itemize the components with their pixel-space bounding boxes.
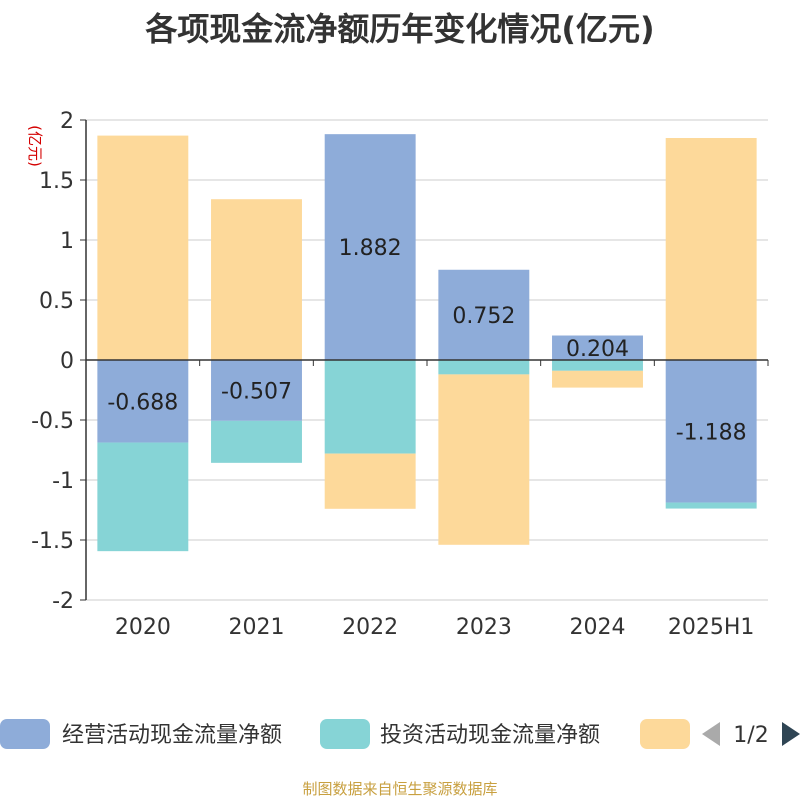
bar-series3-2024 — [552, 370, 643, 388]
y-tick-label: 2 — [60, 109, 74, 134]
x-tick-label: 2021 — [229, 615, 285, 640]
x-tick-label: 2024 — [570, 615, 626, 640]
bar-series2-2024 — [552, 360, 643, 371]
grid-lines — [86, 119, 768, 601]
legend-prev-icon[interactable] — [702, 722, 720, 746]
y-tick-label: 1.5 — [39, 169, 74, 194]
bar-series3-2023 — [438, 374, 530, 545]
data-label: 0.204 — [566, 337, 629, 362]
x-tick-label: 2023 — [456, 615, 512, 640]
data-label: -0.688 — [107, 390, 178, 415]
y-tick-label: -1 — [52, 469, 74, 494]
bar-series1-2020 — [97, 360, 189, 443]
x-tick-label: 2025H1 — [668, 615, 755, 640]
chart-title: 各项现金流净额历年变化情况(亿元) — [145, 10, 655, 48]
y-tick-label: 1 — [60, 229, 74, 254]
data-label: -0.507 — [221, 379, 292, 404]
x-tick-label: 2022 — [342, 615, 398, 640]
bar-series3-2020 — [97, 135, 189, 360]
data-label: 0.752 — [452, 304, 515, 329]
bar-series1-2022 — [324, 134, 416, 360]
y-axis-unit-label: (亿元) — [26, 125, 44, 167]
bar-series1-2024 — [552, 335, 643, 360]
bar-series2-2023 — [438, 360, 530, 375]
bar-series1-2025H1 — [665, 360, 757, 503]
bar-series1-2021 — [211, 360, 302, 421]
legend-swatch — [640, 719, 690, 749]
bar-series — [97, 134, 757, 552]
legend-swatch — [320, 719, 370, 749]
bar-series3-2021 — [211, 199, 302, 360]
data-label: -1.188 — [676, 420, 747, 445]
bar-series3-2025H1 — [665, 138, 757, 360]
legend: 经营活动现金流量净额 投资活动现金流量净额 1/2 — [0, 719, 800, 749]
bar-series2-2022 — [324, 360, 416, 454]
source-note: 制图数据来自恒生聚源数据库 — [302, 780, 498, 798]
bar-series2-2021 — [211, 420, 302, 463]
y-tick-label: 0.5 — [39, 289, 74, 314]
y-tick-label: -2 — [52, 589, 74, 614]
legend-next-icon[interactable] — [782, 722, 800, 746]
legend-swatch — [0, 719, 50, 749]
bar-series3-2022 — [324, 453, 416, 509]
y-tick-label: -1.5 — [31, 529, 74, 554]
x-tick-label: 2020 — [115, 615, 171, 640]
legend-label: 经营活动现金流量净额 — [62, 723, 282, 748]
legend-label: 投资活动现金流量净额 — [380, 723, 600, 748]
y-tick-label: 0 — [60, 349, 74, 374]
y-tick-label: -0.5 — [31, 409, 74, 434]
bar-series2-2020 — [97, 442, 189, 552]
bar-series2-2025H1 — [665, 502, 757, 509]
axes: 2 1.5 1 0.5 0 -0.5 -1 -1.5 -2 2020 2021 2022 2023 202… — [31, 109, 769, 640]
bar-series1-2023 — [438, 269, 530, 360]
legend-page-indicator: 1/2 — [733, 723, 768, 748]
data-labels: -0.688 -0.507 1.882 0.752 0.204 -1.188 — [107, 236, 746, 445]
data-label: 1.882 — [339, 236, 402, 261]
